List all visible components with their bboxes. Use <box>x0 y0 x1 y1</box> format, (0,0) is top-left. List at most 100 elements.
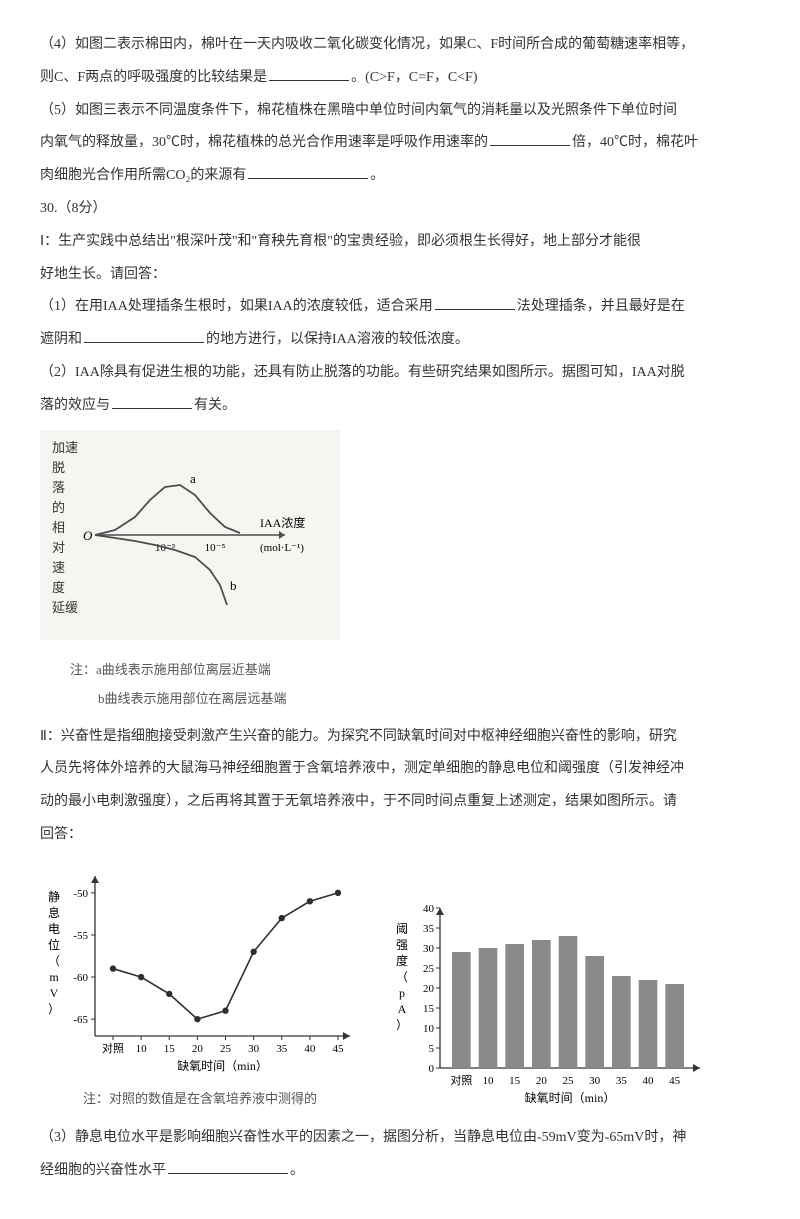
svg-text:b: b <box>230 578 237 593</box>
text: （1）在用IAA处理插条生根时，如果IAA的浓度较低，适合采用 <box>40 299 433 314</box>
svg-text:30: 30 <box>423 943 435 955</box>
svg-text:p: p <box>399 986 405 1000</box>
svg-text:30: 30 <box>248 1043 260 1055</box>
svg-text:的: 的 <box>52 500 65 515</box>
figure-row: -50-55-60-65对照1015202530354045静息电位（mV）缺氧… <box>40 861 760 1114</box>
svg-text:度: 度 <box>396 953 408 968</box>
question-30-sub2-line1: （2）IAA除具有促进生根的功能，还具有防止脱落的功能。有些研究结果如图所示。据… <box>40 358 760 389</box>
text: Ⅰ：生产实践中总结出"根深叶茂"和"育秧先育根"的宝贵经验，即必须根生长得好，地… <box>40 234 641 249</box>
svg-text:息: 息 <box>48 905 60 920</box>
svg-text:15: 15 <box>423 1003 435 1015</box>
svg-text:对照: 对照 <box>102 1041 124 1055</box>
svg-text:-60: -60 <box>73 972 88 984</box>
svg-text:45: 45 <box>669 1075 681 1087</box>
svg-text:10⁻⁵: 10⁻⁵ <box>205 542 226 554</box>
question-30-ii-line3: 动的最小电刺激强度），之后再将其置于无氧培养液中，于不同时间点重复上述测定，结果… <box>40 787 760 818</box>
svg-text:(mol·L⁻¹): (mol·L⁻¹) <box>260 542 304 554</box>
svg-text:）: ） <box>396 1018 408 1032</box>
question-30-sub3-line2: 经细胞的兴奋性水平 。 <box>40 1156 760 1187</box>
question-30-header: 30.（8分） <box>40 194 760 225</box>
text: 经细胞的兴奋性水平 <box>40 1163 166 1178</box>
svg-text:15: 15 <box>164 1043 176 1055</box>
svg-text:静: 静 <box>48 890 60 904</box>
blank-input[interactable] <box>435 294 515 311</box>
svg-text:40: 40 <box>423 903 435 915</box>
blank-input[interactable] <box>168 1157 288 1174</box>
svg-text:落: 落 <box>52 480 65 495</box>
svg-text:35: 35 <box>423 923 435 935</box>
svg-text:35: 35 <box>276 1043 288 1055</box>
svg-text:O: O <box>83 528 93 543</box>
svg-text:15: 15 <box>509 1075 521 1087</box>
text: 动的最小电刺激强度），之后再将其置于无氧培养液中，于不同时间点重复上述测定，结果… <box>40 794 677 809</box>
figure2-caption: 注：对照的数值是在含氧培养液中测得的 <box>83 1085 317 1114</box>
svg-text:0: 0 <box>429 1063 435 1075</box>
figure-caption-line1: 注：a曲线表示施用部位离层近基端 <box>70 656 760 685</box>
question-30-i-line2: 好地生长。请回答： <box>40 260 760 291</box>
svg-text:）: ） <box>48 1002 60 1016</box>
text: 的地方进行，以保持IAA溶液的较低浓度。 <box>206 332 469 347</box>
svg-text:35: 35 <box>616 1075 628 1087</box>
blank-input[interactable] <box>112 392 192 409</box>
svg-text:5: 5 <box>429 1043 435 1055</box>
svg-text:10: 10 <box>136 1043 148 1055</box>
threshold-bar-chart-svg: 0510152025303540对照1015202530354045阈强度（pA… <box>390 893 710 1113</box>
blank-input[interactable] <box>248 162 368 179</box>
svg-text:25: 25 <box>563 1075 575 1087</box>
svg-text:30: 30 <box>589 1075 601 1087</box>
svg-text:脱: 脱 <box>52 460 65 475</box>
question-30-sub1-line1: （1）在用IAA处理插条生根时，如果IAA的浓度较低，适合采用 法处理插条，并且最… <box>40 292 760 323</box>
text: 30.（8分） <box>40 201 107 216</box>
svg-text:40: 40 <box>643 1075 655 1087</box>
resting-potential-chart-svg: -50-55-60-65对照1015202530354045静息电位（mV）缺氧… <box>40 861 360 1081</box>
svg-text:IAA浓度: IAA浓度 <box>260 515 305 530</box>
svg-text:电: 电 <box>48 922 60 936</box>
text: 有关。 <box>194 398 236 413</box>
svg-text:10: 10 <box>483 1075 495 1087</box>
question-5-line3: 肉细胞光合作用所需CO₂的来源有。 <box>40 161 760 192</box>
svg-text:25: 25 <box>220 1043 232 1055</box>
question-5-line1: （5）如图三表示不同温度条件下，棉花植株在黑暗中单位时间内氧气的消耗量以及光照条… <box>40 96 760 127</box>
svg-text:（: （ <box>396 970 408 984</box>
svg-text:20: 20 <box>423 983 435 995</box>
text: 。 <box>290 1163 304 1178</box>
svg-text:V: V <box>50 986 59 1000</box>
blank-input[interactable] <box>269 64 349 81</box>
text: （3）静息电位水平是影响细胞兴奋性水平的因素之一，据图分析，当静息电位由-59m… <box>40 1130 686 1145</box>
question-30-ii-line4: 回答： <box>40 820 760 851</box>
svg-text:加速: 加速 <box>52 440 78 455</box>
svg-text:m: m <box>49 970 59 984</box>
text: 则C、F两点的呼吸强度的比较结果是 <box>40 70 267 85</box>
svg-text:20: 20 <box>536 1075 548 1087</box>
svg-text:位: 位 <box>48 937 60 952</box>
svg-text:对: 对 <box>52 540 65 555</box>
svg-text:20: 20 <box>192 1043 204 1055</box>
question-30-ii-line1: Ⅱ：兴奋性是指细胞接受刺激产生兴奋的能力。为探究不同缺氧时间对中枢神经细胞兴奋性… <box>40 722 760 753</box>
text: 倍，40℃时，棉花叶 <box>572 135 698 150</box>
text: 人员先将体外培养的大鼠海马神经细胞置于含氧培养液中，测定单细胞的静息电位和阈强度… <box>40 761 684 776</box>
figure-iaa-curve: 加速脱落的相对速度延缓O10⁻³10⁻⁵IAA浓度(mol·L⁻¹)ab 注：a… <box>40 430 760 714</box>
question-30-sub1-line2: 遮阴和的地方进行，以保持IAA溶液的较低浓度。 <box>40 325 760 356</box>
text: （2）IAA除具有促进生根的功能，还具有防止脱落的功能。有些研究结果如图所示。据… <box>40 365 685 380</box>
svg-text:-55: -55 <box>73 930 88 942</box>
svg-text:40: 40 <box>304 1043 316 1055</box>
svg-text:对照: 对照 <box>450 1073 472 1087</box>
svg-text:（: （ <box>48 954 60 968</box>
blank-input[interactable] <box>490 130 570 147</box>
svg-text:延缓: 延缓 <box>52 600 78 615</box>
svg-text:阈: 阈 <box>396 921 408 936</box>
question-30-ii-line2: 人员先将体外培养的大鼠海马神经细胞置于含氧培养液中，测定单细胞的静息电位和阈强度… <box>40 754 760 785</box>
svg-text:-50: -50 <box>73 888 88 900</box>
text: 内氧气的释放量，30℃时，棉花植株的总光合作用速率是呼吸作用速率的 <box>40 135 488 150</box>
text: 落的效应与 <box>40 398 110 413</box>
text: 法处理插条，并且最好是在 <box>517 299 685 314</box>
text: 。(C>F，C=F，C<F) <box>351 70 477 85</box>
svg-text:度: 度 <box>52 580 65 595</box>
figure-caption-line2: b曲线表示施用部位在离层远基端 <box>98 685 760 714</box>
text: （4）如图二表示棉田内，棉叶在一天内吸收二氧化碳变化情况，如果C、F时间所合成的… <box>40 37 694 52</box>
svg-text:缺氧时间（min）: 缺氧时间（min） <box>177 1058 268 1073</box>
svg-text:缺氧时间（min）: 缺氧时间（min） <box>525 1090 616 1105</box>
question-4-line2: 则C、F两点的呼吸强度的比较结果是 。(C>F，C=F，C<F) <box>40 63 760 94</box>
blank-input[interactable] <box>84 326 204 343</box>
svg-text:A: A <box>398 1002 407 1016</box>
